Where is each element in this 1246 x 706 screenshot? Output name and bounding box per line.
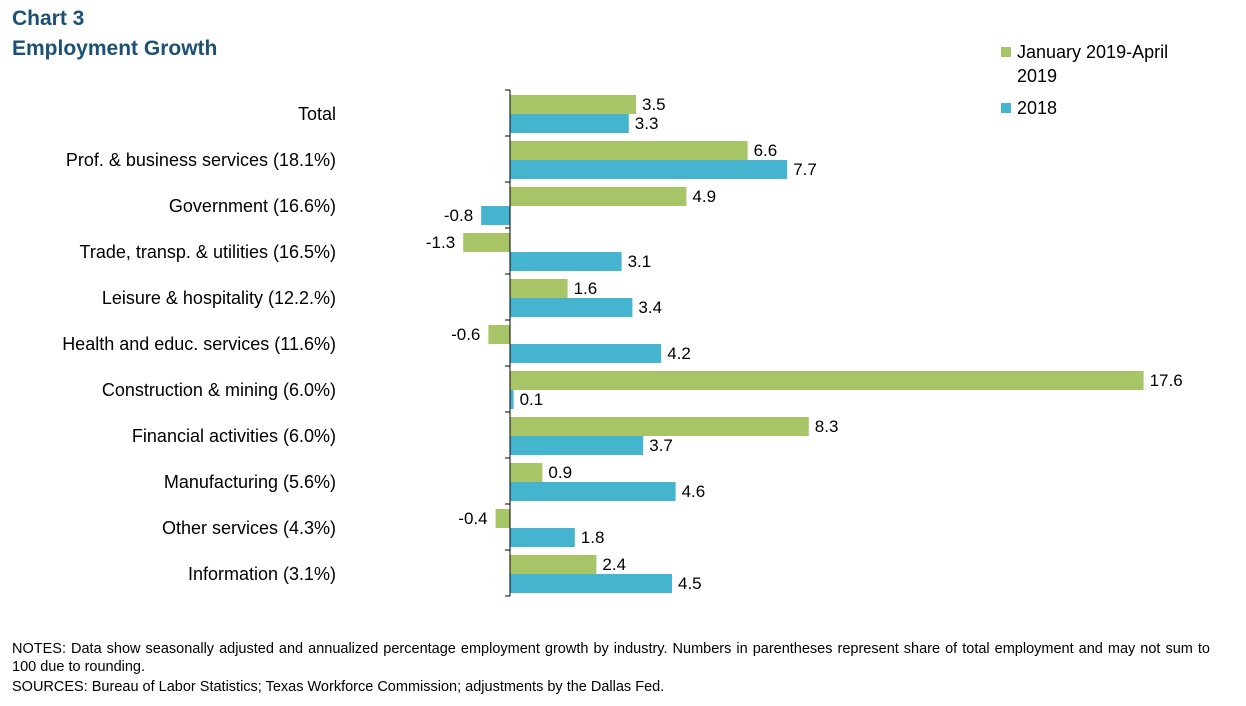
bar-series1 <box>510 555 597 574</box>
legend-item-series2: 2018 <box>1001 96 1217 120</box>
bar-series1 <box>510 141 748 160</box>
bar-series2 <box>510 344 662 363</box>
data-label-series2: 3.1 <box>628 252 652 271</box>
bar-series1 <box>510 371 1144 390</box>
legend-item-series1: January 2019-April 2019 <box>1001 40 1217 88</box>
bar-series2 <box>510 160 788 179</box>
data-label-series1: -0.6 <box>451 325 480 344</box>
data-label-series2: 0.1 <box>520 390 544 409</box>
legend-label-series1-line2: 2019 <box>1017 66 1058 86</box>
category-label: Leisure & hospitality (12.2.%) <box>102 288 336 308</box>
data-label-series2: 1.8 <box>581 528 605 547</box>
legend-label-series2: 2018 <box>1017 98 1058 118</box>
data-label-series1: 6.6 <box>754 141 778 160</box>
bar-series1 <box>510 187 687 206</box>
bar-series2 <box>510 436 644 455</box>
bar-series2 <box>481 206 510 225</box>
data-label-series1: 2.4 <box>602 555 626 574</box>
data-label-series1: 0.9 <box>548 463 572 482</box>
category-label: Manufacturing (5.6%) <box>164 472 336 492</box>
data-label-series1: -1.3 <box>426 233 455 252</box>
legend: January 2019-April 2019 2018 <box>1001 40 1217 120</box>
bar-series1 <box>463 233 510 252</box>
data-label-series2: -0.8 <box>444 206 473 225</box>
data-label-series1: 17.6 <box>1150 371 1183 390</box>
data-label-series1: 3.5 <box>642 95 666 114</box>
data-label-series2: 3.3 <box>635 114 659 133</box>
bar-series1 <box>510 279 568 298</box>
bar-series1 <box>495 509 510 528</box>
category-label: Financial activities (6.0%) <box>132 426 336 446</box>
data-label-series2: 3.4 <box>638 298 662 317</box>
data-label-series2: 4.6 <box>682 482 706 501</box>
data-label-series1: 4.9 <box>692 187 716 206</box>
category-label: Information (3.1%) <box>188 564 336 584</box>
data-label-series2: 4.2 <box>667 344 691 363</box>
category-label: Prof. & business services (18.1%) <box>66 150 336 170</box>
category-label: Total <box>298 104 336 124</box>
legend-swatch-series2 <box>1001 103 1011 113</box>
data-label-series1: 8.3 <box>815 417 839 436</box>
data-label-series1: 1.6 <box>574 279 598 298</box>
bar-series2 <box>510 114 629 133</box>
bar-series2 <box>510 298 633 317</box>
category-label: Health and educ. services (11.6%) <box>62 334 336 354</box>
bar-series2 <box>510 252 622 271</box>
bar-series1 <box>510 95 636 114</box>
data-label-series1: -0.4 <box>458 509 487 528</box>
bar-series2 <box>510 482 676 501</box>
bar-series2 <box>510 574 672 593</box>
bar-series1 <box>488 325 510 344</box>
chart-title-block: Chart 3 Employment Growth <box>12 4 217 64</box>
category-label: Government (16.6%) <box>169 196 336 216</box>
bar-series2 <box>510 528 575 547</box>
chart-number: Chart 3 <box>12 7 85 30</box>
bar-series1 <box>510 417 809 436</box>
category-label: Other services (4.3%) <box>162 518 336 538</box>
data-label-series2: 4.5 <box>678 574 702 593</box>
bar-series1 <box>510 463 543 482</box>
legend-swatch-series1 <box>1001 47 1011 57</box>
sources-text: SOURCES: Bureau of Labor Statistics; Tex… <box>12 679 665 695</box>
bar-series2 <box>510 390 514 409</box>
category-label: Construction & mining (6.0%) <box>102 380 336 400</box>
data-label-series2: 3.7 <box>649 436 673 455</box>
notes-text: NOTES: Data show seasonally adjusted and… <box>12 641 1210 675</box>
data-label-series2: 7.7 <box>793 160 817 179</box>
chart-title: Employment Growth <box>12 37 218 60</box>
legend-label-series1-line1: January 2019-April <box>1017 42 1169 62</box>
category-label: Trade, transp. & utilities (16.5%) <box>80 242 336 262</box>
